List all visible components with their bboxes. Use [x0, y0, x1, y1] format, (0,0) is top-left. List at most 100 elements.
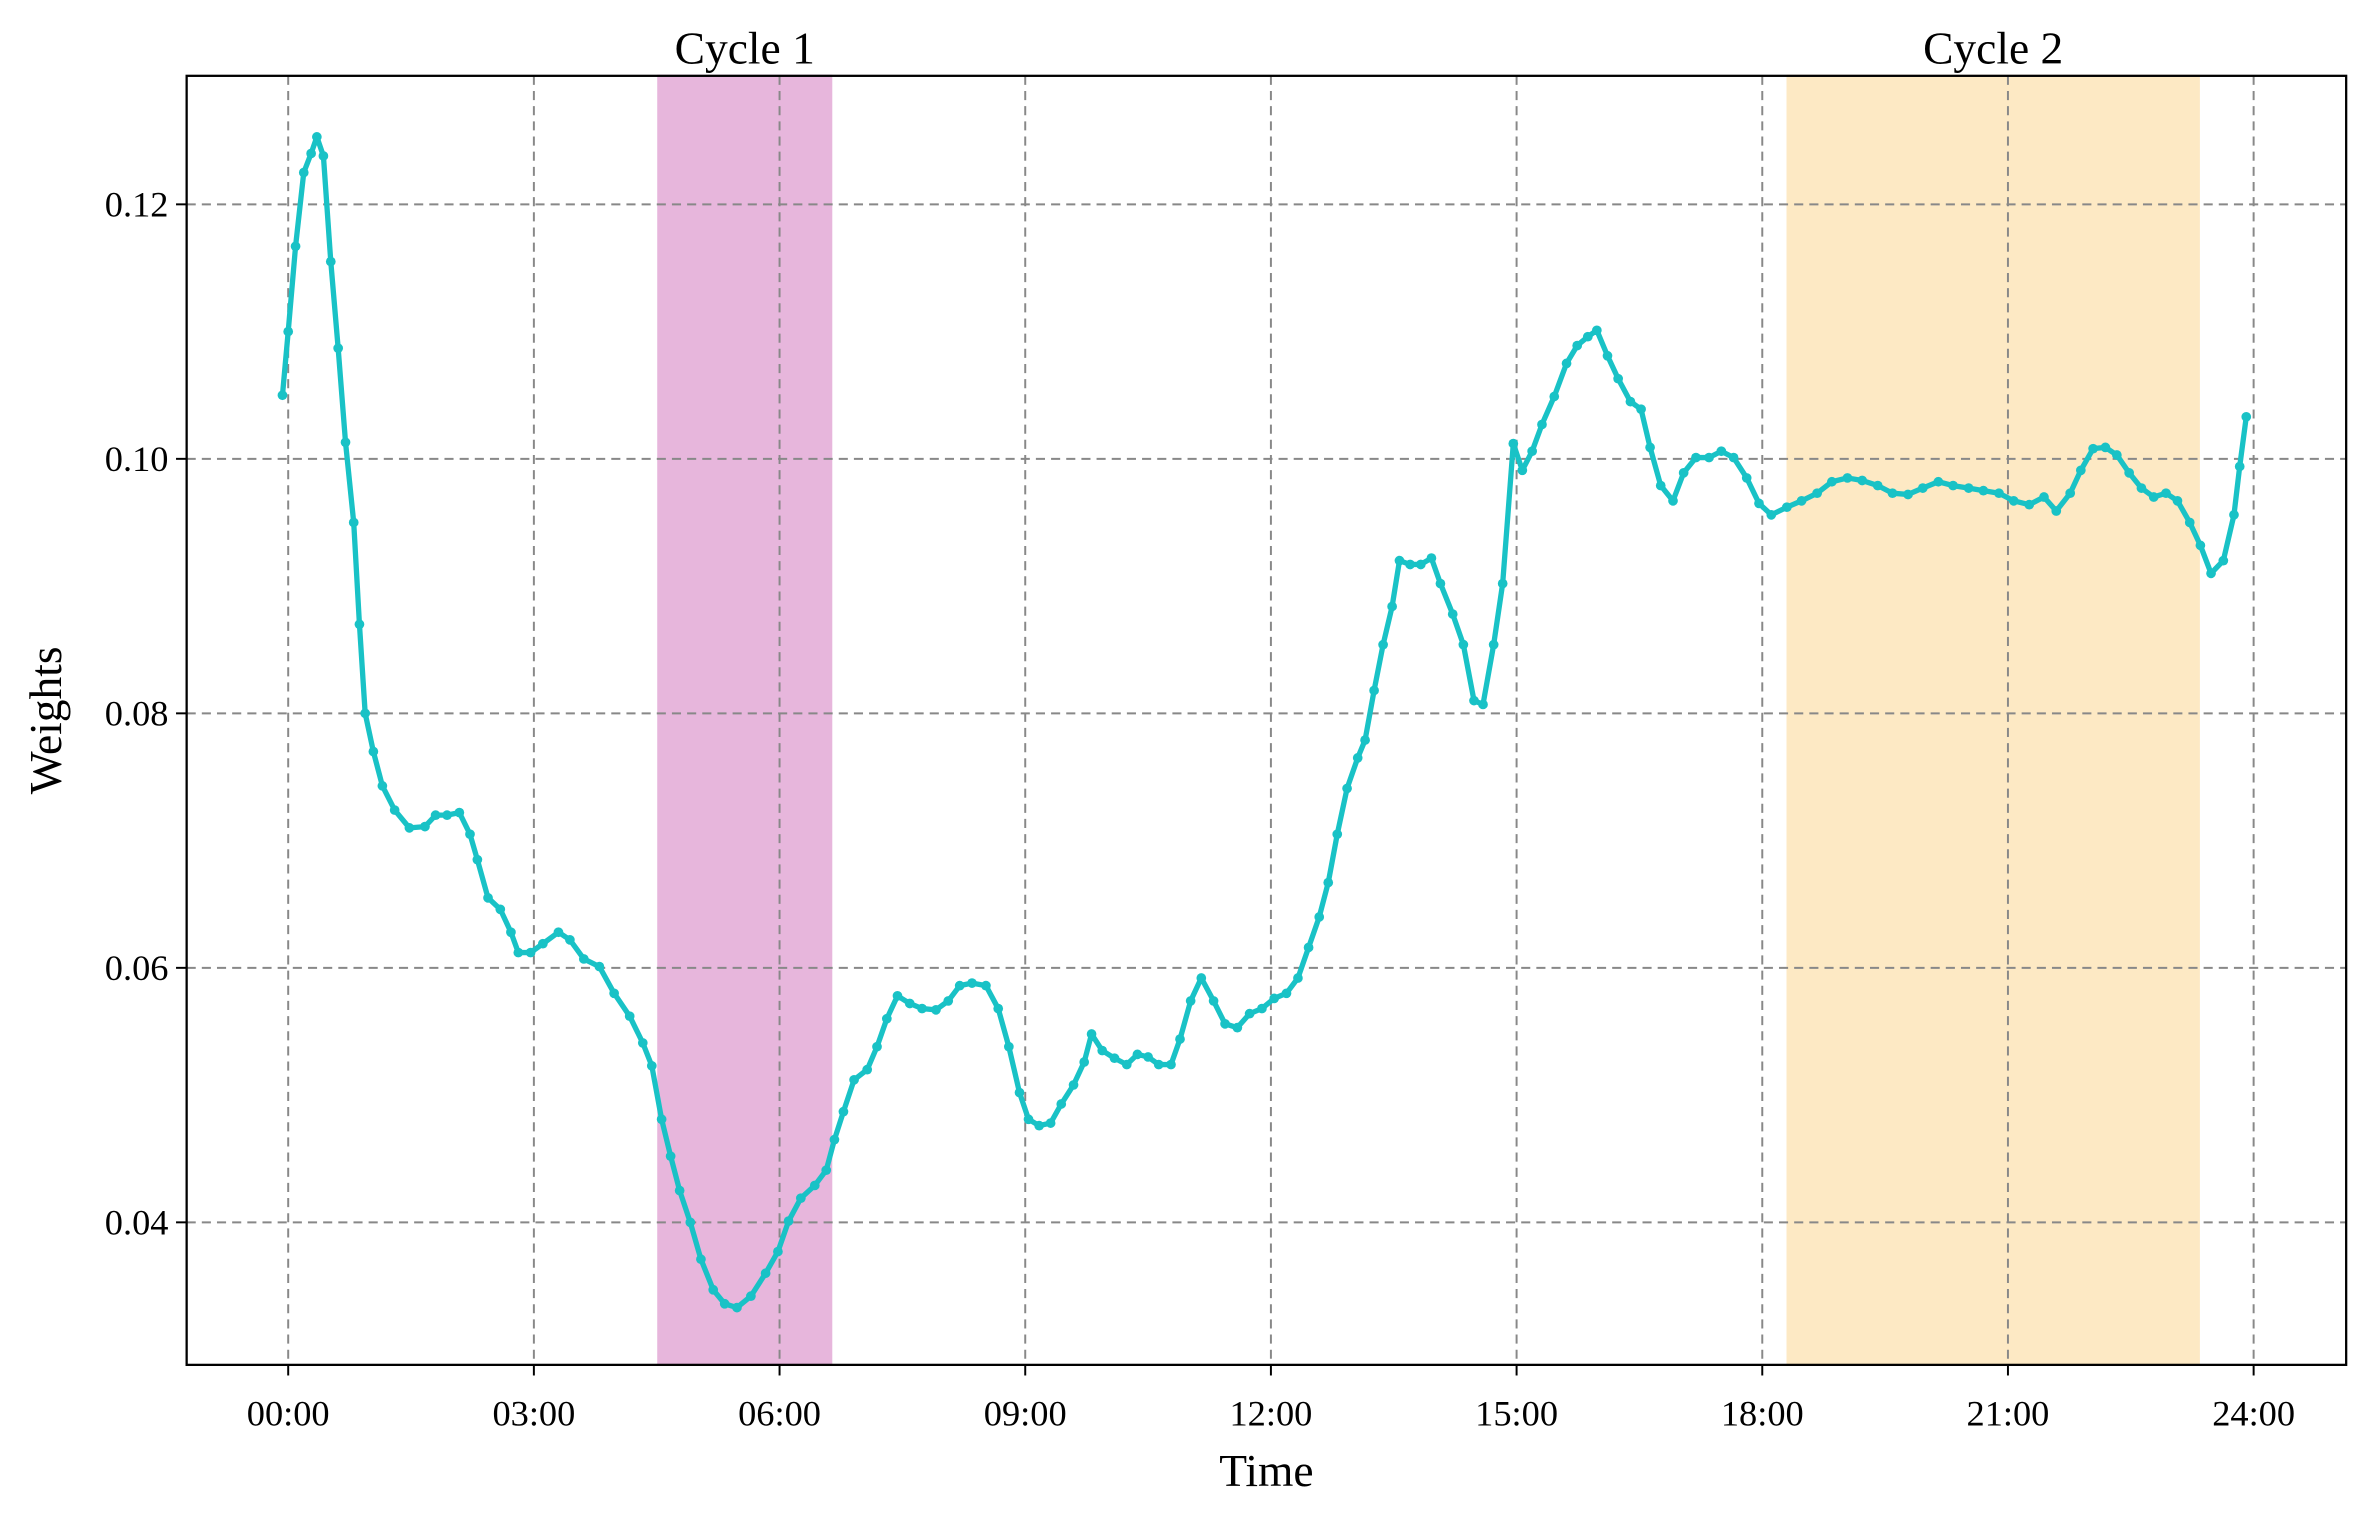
data-point	[389, 805, 400, 815]
data-point	[283, 326, 294, 337]
data-point	[1426, 553, 1437, 563]
data-point	[1582, 331, 1593, 342]
data-point	[298, 167, 309, 178]
data-point	[1668, 495, 1678, 506]
data-point	[2051, 506, 2062, 516]
data-point	[1872, 480, 1883, 491]
data-point	[1185, 996, 1196, 1006]
y-tick-label: 0.08	[105, 693, 169, 733]
data-point	[1387, 601, 1397, 612]
data-point	[674, 1185, 685, 1196]
data-point	[2229, 509, 2239, 520]
data-point	[795, 1193, 806, 1204]
data-point	[1754, 498, 1764, 509]
data-point	[1196, 973, 1207, 983]
data-point	[904, 998, 915, 1009]
y-tick-label: 0.12	[105, 184, 169, 224]
data-point	[838, 1106, 849, 1117]
data-point	[377, 781, 388, 791]
data-point	[578, 954, 589, 964]
data-point	[1447, 609, 1458, 619]
data-point	[1591, 325, 1602, 336]
data-point	[954, 980, 965, 991]
data-point	[538, 938, 548, 949]
data-point	[1121, 1059, 1132, 1070]
data-point	[312, 132, 322, 142]
cycle-label: Cycle 2	[1923, 23, 2063, 74]
data-point	[1796, 495, 1807, 506]
data-point	[624, 1011, 635, 1022]
data-point	[1887, 488, 1898, 499]
data-point	[2112, 450, 2122, 460]
data-point	[696, 1254, 706, 1265]
data-point	[1645, 442, 1655, 453]
data-point	[981, 980, 991, 991]
data-point	[1478, 699, 1488, 710]
data-point	[1636, 404, 1646, 415]
data-point	[943, 996, 954, 1006]
data-point	[1394, 555, 1405, 566]
data-point	[525, 947, 536, 958]
data-point	[783, 1216, 794, 1226]
data-point	[306, 148, 316, 159]
data-point	[2088, 443, 2098, 454]
data-point	[1933, 476, 1944, 487]
data-point	[290, 241, 301, 252]
data-point	[360, 708, 371, 719]
data-point	[1023, 1114, 1034, 1125]
data-point	[318, 151, 329, 161]
plot-frame	[185, 74, 2348, 1367]
data-point	[1655, 480, 1666, 491]
data-point	[506, 927, 516, 938]
data-point	[1517, 465, 1528, 476]
data-point	[354, 619, 365, 630]
data-point	[809, 1180, 820, 1191]
x-tick-label: 12:00	[1229, 1394, 1312, 1434]
data-point	[1458, 639, 1469, 650]
data-point	[1728, 452, 1739, 463]
data-point	[685, 1217, 696, 1228]
data-point	[872, 1041, 882, 1052]
data-point	[1045, 1118, 1056, 1128]
x-tick-label: 03:00	[492, 1394, 575, 1434]
x-tick-label: 15:00	[1475, 1394, 1558, 1434]
x-tick-label: 09:00	[984, 1394, 1067, 1434]
data-point	[1281, 988, 1292, 999]
data-point	[1527, 446, 1538, 457]
data-point	[746, 1291, 756, 1302]
data-point	[1678, 467, 1689, 478]
data-point	[1269, 993, 1280, 1004]
data-point	[1097, 1045, 1108, 1056]
data-point	[1034, 1120, 1045, 1131]
data-point	[1781, 502, 1792, 513]
data-point	[829, 1134, 840, 1145]
data-point	[2172, 495, 2183, 506]
data-point	[472, 854, 483, 865]
data-point	[1056, 1099, 1067, 1109]
x-tick-label: 21:00	[1967, 1394, 2050, 1434]
data-point	[708, 1284, 719, 1295]
y-axis-label: Weights	[20, 646, 71, 794]
data-point	[1625, 396, 1636, 407]
data-point	[2024, 499, 2035, 510]
data-point	[1314, 912, 1325, 922]
data-point	[2234, 461, 2245, 472]
data-point	[2124, 467, 2135, 478]
data-point	[1109, 1053, 1120, 1064]
data-point	[1948, 480, 1958, 491]
data-point	[465, 829, 475, 840]
data-point	[2008, 495, 2019, 506]
y-tick-label: 0.04	[105, 1202, 169, 1242]
data-point	[1405, 559, 1415, 570]
data-point	[1857, 475, 1868, 486]
data-point	[1004, 1041, 1014, 1052]
data-point	[967, 978, 977, 988]
y-tick-label: 0.10	[105, 439, 169, 479]
data-point	[773, 1246, 783, 1257]
data-point	[1488, 639, 1499, 650]
data-point	[430, 810, 441, 820]
data-point	[565, 934, 575, 945]
x-tick-label: 06:00	[738, 1394, 821, 1434]
